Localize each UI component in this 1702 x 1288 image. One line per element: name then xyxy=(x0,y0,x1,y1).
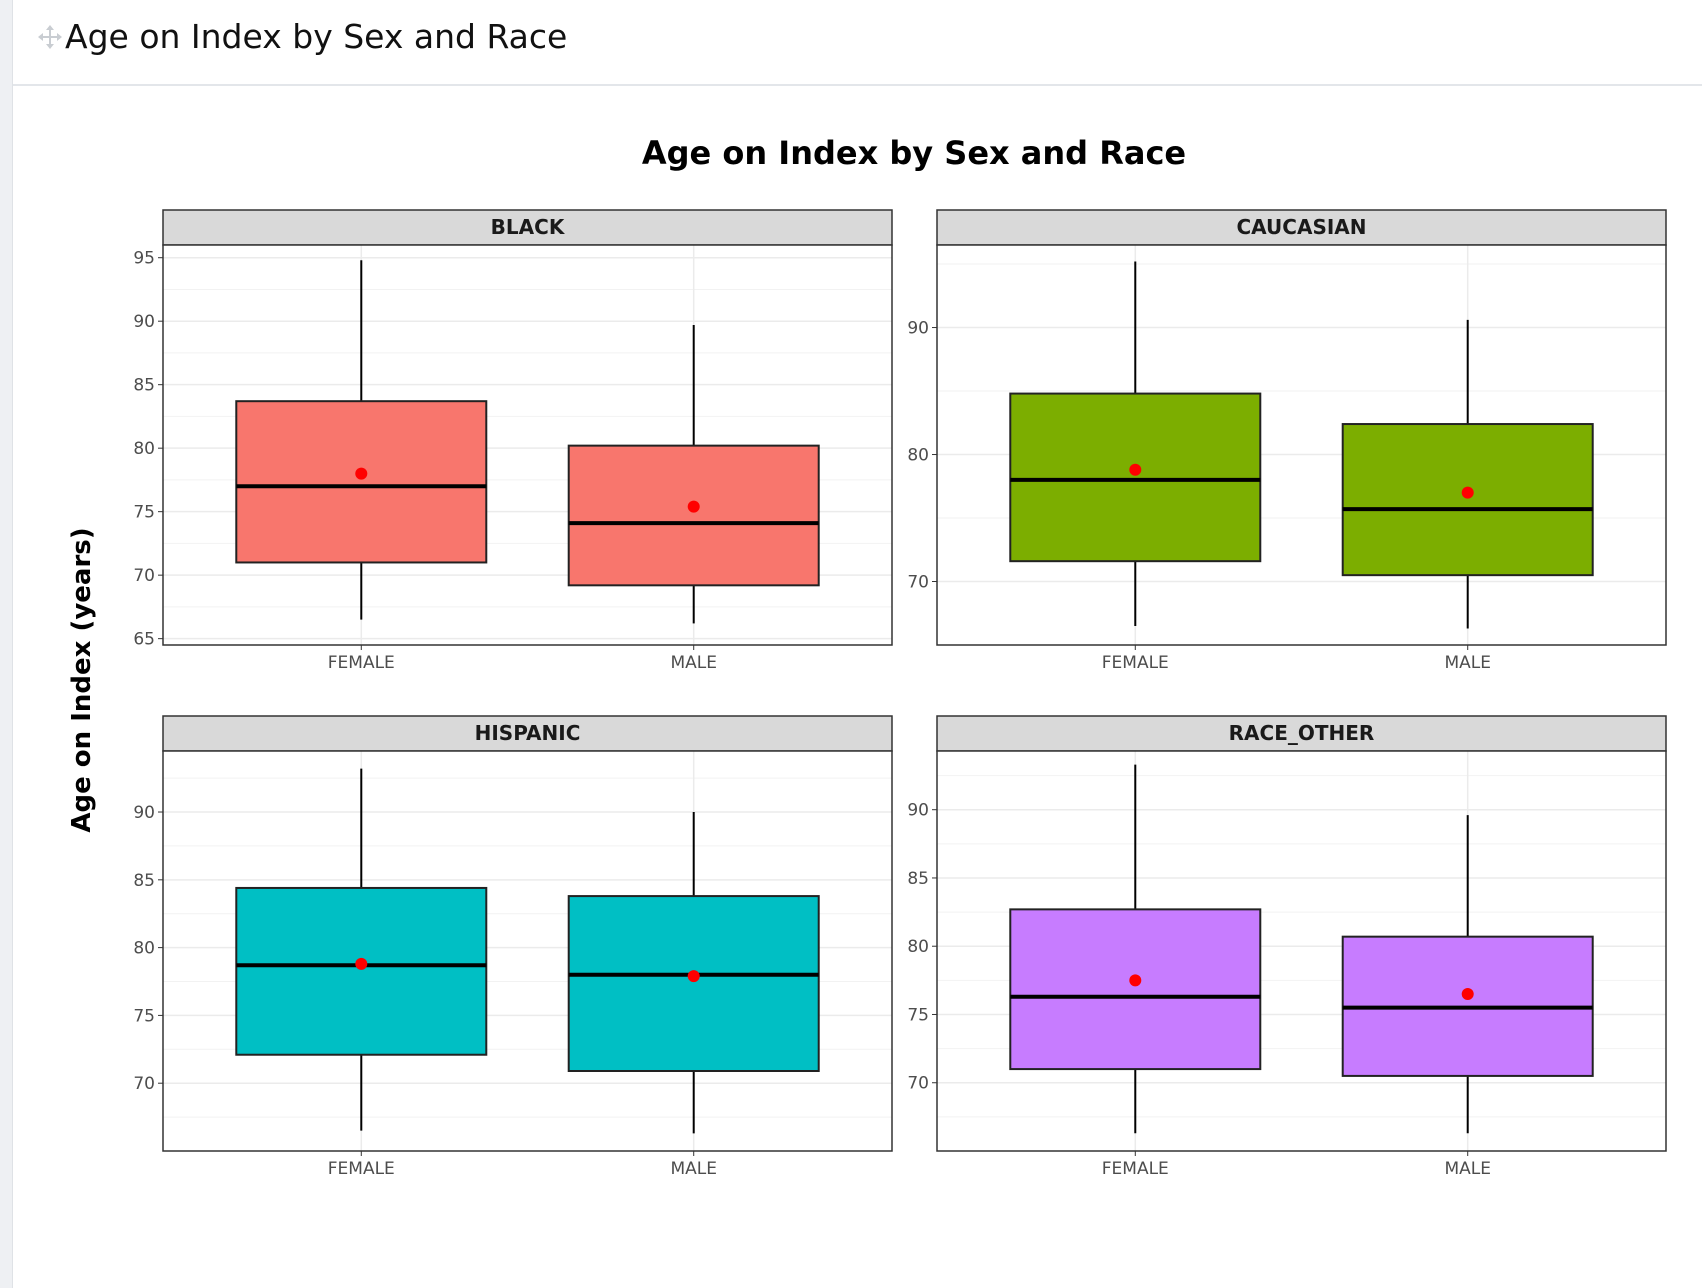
box-iqr xyxy=(567,895,820,1072)
y-tick-label: 80 xyxy=(133,939,155,959)
box-iqr xyxy=(1009,908,1262,1071)
mean-point xyxy=(1129,463,1142,476)
facet-strip xyxy=(936,715,1667,752)
facet-panel: RACE_OTHER 70 75 80 85 90 FEMALE MALE xyxy=(907,715,1667,1179)
y-tick-label: 70 xyxy=(907,573,929,593)
x-tick-label: MALE xyxy=(670,1159,717,1179)
chart-title: Age on Index by Sex and Race xyxy=(642,134,1186,172)
boxplot-female xyxy=(235,768,488,1131)
y-tick-label: 95 xyxy=(133,249,155,269)
y-tick-label: 80 xyxy=(907,446,929,466)
panel-title: Age on Index by Sex and Race xyxy=(65,17,568,56)
facet-panel: HISPANIC 70 75 80 85 90 FEMALE MALE xyxy=(133,715,893,1179)
y-tick-label: 70 xyxy=(133,1074,155,1094)
facet-strip-label: BLACK xyxy=(491,215,566,239)
facet-strip-label: CAUCASIAN xyxy=(1237,215,1367,239)
boxplot-male xyxy=(567,812,820,1134)
y-tick-label: 90 xyxy=(907,801,929,821)
mean-point xyxy=(687,500,700,513)
box-iqr xyxy=(235,400,488,564)
facet-strip xyxy=(162,209,893,246)
facet-strip-label: RACE_OTHER xyxy=(1229,721,1375,745)
y-axis-title: Age on Index (years) xyxy=(67,527,97,832)
y-tick-label: 75 xyxy=(907,1005,929,1025)
x-tick-label: FEMALE xyxy=(328,1159,395,1179)
boxplot-female xyxy=(1009,261,1262,626)
facet-grid: BLACK 65 70 75 80 85 90 95 FEMALE MALE CAUCASIAN 70… xyxy=(133,209,1667,1179)
y-tick-label: 75 xyxy=(133,503,155,523)
x-tick-label: MALE xyxy=(670,653,717,673)
y-tick-label: 75 xyxy=(133,1006,155,1026)
panel-border xyxy=(162,244,893,646)
left-border xyxy=(0,0,13,1288)
y-tick-label: 70 xyxy=(907,1074,929,1094)
y-tick-label: 80 xyxy=(907,937,929,957)
y-tick-label: 90 xyxy=(907,319,929,339)
panel-border xyxy=(936,244,1667,646)
mean-point xyxy=(1461,486,1474,499)
y-tick-label: 70 xyxy=(133,566,155,586)
y-tick-label: 85 xyxy=(907,869,929,889)
panel-header: Age on Index by Sex and Race xyxy=(13,0,1702,86)
facet-strip-label: HISPANIC xyxy=(475,721,581,745)
mean-point xyxy=(1461,988,1474,1001)
mean-point xyxy=(687,970,700,983)
facet-panel: BLACK 65 70 75 80 85 90 95 FEMALE MALE xyxy=(133,209,893,673)
facet-strip xyxy=(936,209,1667,246)
y-tick-label: 85 xyxy=(133,376,155,396)
boxplot-female xyxy=(235,260,488,620)
x-tick-label: FEMALE xyxy=(1102,653,1169,673)
x-tick-label: MALE xyxy=(1444,1159,1491,1179)
box-iqr xyxy=(1009,392,1262,563)
boxplot-male xyxy=(1341,815,1594,1134)
x-tick-label: FEMALE xyxy=(1102,1159,1169,1179)
mean-point xyxy=(1129,974,1142,987)
y-tick-label: 85 xyxy=(133,871,155,891)
boxplot-female xyxy=(1009,764,1262,1134)
box-iqr xyxy=(567,444,820,587)
y-tick-label: 80 xyxy=(133,439,155,459)
move-icon[interactable] xyxy=(37,24,63,50)
boxplot-male xyxy=(567,325,820,624)
x-tick-label: MALE xyxy=(1444,653,1491,673)
y-tick-label: 90 xyxy=(133,312,155,332)
boxplot-male xyxy=(1341,319,1594,629)
y-tick-label: 90 xyxy=(133,803,155,823)
y-tick-label: 65 xyxy=(133,630,155,650)
facet-panel: CAUCASIAN 70 80 90 FEMALE MALE xyxy=(907,209,1667,673)
box-iqr xyxy=(1341,423,1594,577)
box-iqr xyxy=(235,886,488,1056)
panel-border xyxy=(162,750,893,1152)
panel-border xyxy=(936,750,1667,1152)
mean-point xyxy=(355,467,368,480)
x-tick-label: FEMALE xyxy=(328,653,395,673)
mean-point xyxy=(355,957,368,970)
